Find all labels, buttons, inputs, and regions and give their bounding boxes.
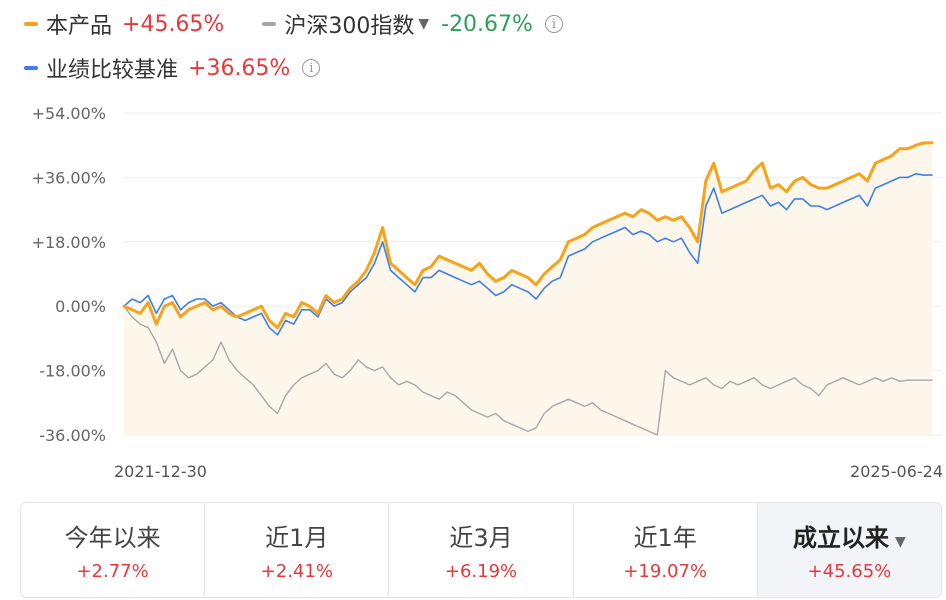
tab-1m-value: +2.41% (260, 561, 333, 582)
tab-1y[interactable]: 近1年 +19.07% (574, 503, 758, 597)
legend-product-label: 本产品 (46, 14, 113, 39)
tab-since-inception-label-row: 成立以来 ▼ (793, 518, 906, 553)
tab-1m-label: 近1月 (265, 524, 329, 552)
legend-row-1: 本产品 +45.65% 沪深300指数 ▼ -20.67% i (24, 8, 601, 40)
x-tick-label-start: 2021-12-30 (114, 462, 207, 481)
product-area (124, 142, 932, 435)
product-line (122, 141, 934, 330)
legend-benchmark[interactable]: 业绩比较基准 +36.65% i (24, 52, 321, 84)
benchmark-line (123, 173, 933, 336)
legend-index-swatch (262, 22, 277, 26)
y-tick-label: -36.00% (39, 426, 106, 445)
legend-benchmark-label: 业绩比较基准 (46, 58, 179, 83)
y-tick-label: +54.00% (32, 104, 106, 123)
index-dropdown-caret-icon[interactable]: ▼ (418, 16, 430, 32)
tab-3m-label: 近3月 (449, 524, 513, 552)
legend-benchmark-value: +36.65% (188, 55, 291, 81)
legend-benchmark-swatch (24, 66, 38, 70)
index-info-icon[interactable]: i (544, 15, 563, 33)
tab-1y-value: +19.07% (623, 561, 708, 582)
y-tick-label: 0.00% (55, 297, 106, 316)
legend-product-value: +45.65% (122, 11, 225, 37)
tab-since-inception[interactable]: 成立以来 ▼ +45.65% (757, 503, 941, 597)
legend-index[interactable]: 沪深300指数 ▼ -20.67% i (262, 8, 563, 40)
y-tick-label: +18.00% (32, 233, 106, 252)
legend-index-value: -20.67% (441, 11, 533, 37)
x-tick-label-end: 2025-06-24 (850, 462, 943, 481)
period-dropdown-caret-icon[interactable]: ▼ (895, 534, 906, 550)
y-tick-label: +36.00% (32, 168, 106, 187)
tab-3m-value: +6.19% (444, 561, 518, 582)
tab-3m[interactable]: 近3月 +6.19% (389, 503, 574, 597)
tab-since-inception-label: 成立以来 (793, 524, 890, 552)
legend-product-swatch (24, 22, 38, 26)
legend-product[interactable]: 本产品 +45.65% (24, 8, 224, 40)
tab-ytd[interactable]: 今年以来 +2.77% (21, 503, 206, 597)
tab-ytd-label: 今年以来 (64, 524, 161, 552)
benchmark-info-icon[interactable]: i (302, 59, 321, 77)
legend-index-label: 沪深300指数 (284, 14, 415, 39)
tab-1y-label: 近1年 (633, 524, 697, 552)
tab-since-inception-value: +45.65% (807, 561, 892, 582)
y-tick-label: -18.00% (39, 362, 106, 381)
tab-ytd-value: +2.77% (76, 561, 149, 582)
tab-1m[interactable]: 近1月 +2.41% (205, 503, 390, 597)
index-line (123, 305, 933, 436)
legend-row-2: 业绩比较基准 +36.65% i (24, 52, 358, 84)
period-tabs: 今年以来 +2.77% 近1月 +2.41% 近3月 +6.19% 近1年 +1… (20, 502, 942, 598)
performance-chart[interactable]: +54.00% +36.00% +18.00% 0.00% -18.00% -36.00%… (0, 95, 946, 490)
